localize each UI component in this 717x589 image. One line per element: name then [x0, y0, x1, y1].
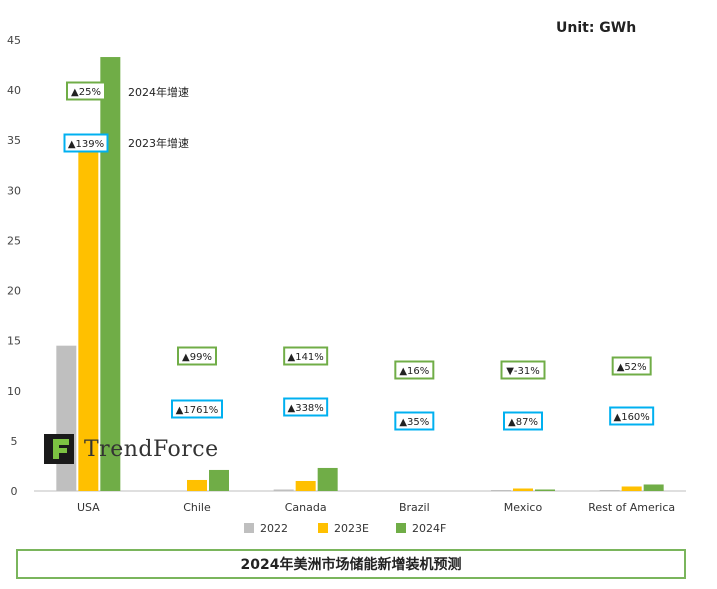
growth-2023-label: ▲160% — [614, 412, 650, 423]
y-tick-label: 35 — [7, 134, 21, 147]
trendforce-logo-text: TrendForce — [84, 437, 219, 462]
bar-2024f-chile — [209, 469, 229, 491]
bar-2022-canada — [273, 489, 294, 491]
growth-2024-label: ▲99% — [182, 352, 212, 363]
legend-label-2022: 2022 — [260, 522, 288, 535]
growth-2023-label-box — [63, 133, 109, 153]
growth-2023-label-box — [283, 397, 329, 417]
growth-2024-label-box — [611, 356, 652, 376]
trendforce-logo: TrendForce — [44, 434, 219, 468]
y-tick-label: 5 — [11, 435, 18, 448]
chart-title-box: 2024年美洲市场储能新增装机预测 — [16, 549, 686, 579]
growth-2023-label-box — [171, 399, 223, 419]
bar-2023e-mexico — [513, 488, 533, 491]
unit-label: Unit: GWh — [556, 20, 637, 36]
growth-2024-label-box — [283, 346, 329, 366]
growth-2024-label: ▼-31% — [506, 366, 540, 377]
y-tick-label: 25 — [7, 234, 21, 247]
x-tick-label: Chile — [183, 501, 211, 514]
y-tick-label: 40 — [7, 84, 21, 97]
growth-2024-label-box — [177, 346, 217, 366]
bar-2022-usa — [56, 345, 77, 491]
y-tick-label: 20 — [7, 285, 21, 298]
growth-2023-label-box — [503, 411, 543, 431]
bar-2024f-canada — [317, 467, 338, 491]
bar-2022-mexico — [491, 489, 511, 491]
bar-2022-rest-of-america — [599, 489, 620, 491]
growth-2024-label-box — [66, 81, 106, 101]
growth-2024-label-box — [394, 360, 435, 380]
legend-label-2023e: 2023E — [334, 522, 369, 535]
bar-2023e-rest-of-america — [621, 486, 642, 491]
legend-swatch-2022 — [244, 523, 254, 533]
legend-label-2024f: 2024F — [412, 522, 446, 535]
y-tick-label: 15 — [7, 335, 21, 348]
x-tick-label: Rest of America — [588, 501, 675, 514]
growth-2023-label-box — [394, 411, 435, 431]
bar-2023e-canada — [295, 480, 316, 491]
growth-2023-label-box — [609, 406, 655, 426]
growth-2023-label: ▲139% — [68, 139, 104, 150]
growth-2023-label: ▲87% — [508, 417, 538, 428]
bar-2024f-usa — [100, 57, 121, 491]
x-tick-label: USA — [77, 501, 100, 514]
annotation-2023-growth: 2023年增速 — [128, 136, 189, 150]
bar-chart: 0 5 10 15 20 25 30 35 40 45 USA Chile Canada Brazil Me… — [7, 34, 686, 535]
growth-2023-label: ▲35% — [399, 417, 429, 428]
x-tick-label: Brazil — [399, 501, 430, 514]
chart-title: 2024年美洲市场储能新增装机预测 — [240, 557, 462, 573]
bar-2023e-usa — [78, 144, 99, 491]
bar-2024f-mexico — [535, 489, 555, 491]
growth-2024-label: ▲52% — [617, 362, 647, 373]
growth-2023-label: ▲1761% — [176, 405, 219, 416]
legend-swatch-2024f — [396, 523, 406, 533]
y-tick-label: 10 — [7, 385, 21, 398]
y-tick-label: 0 — [11, 485, 18, 498]
legend-swatch-2023e — [318, 523, 328, 533]
y-tick-label: 30 — [7, 184, 21, 197]
bar-2023e-chile — [187, 479, 207, 491]
trendforce-logo-icon — [44, 434, 74, 464]
bar-2024f-rest-of-america — [643, 484, 664, 491]
x-tick-label: Canada — [285, 501, 327, 514]
growth-2024-label: ▲25% — [71, 87, 101, 98]
growth-2023-label: ▲338% — [288, 403, 324, 414]
x-tick-label: Mexico — [504, 501, 543, 514]
growth-2024-label: ▲16% — [399, 366, 429, 377]
growth-2024-label-box — [500, 360, 546, 380]
annotation-2024-growth: 2024年增速 — [128, 85, 189, 99]
y-tick-label: 45 — [7, 34, 21, 47]
growth-2024-label: ▲141% — [288, 352, 324, 363]
